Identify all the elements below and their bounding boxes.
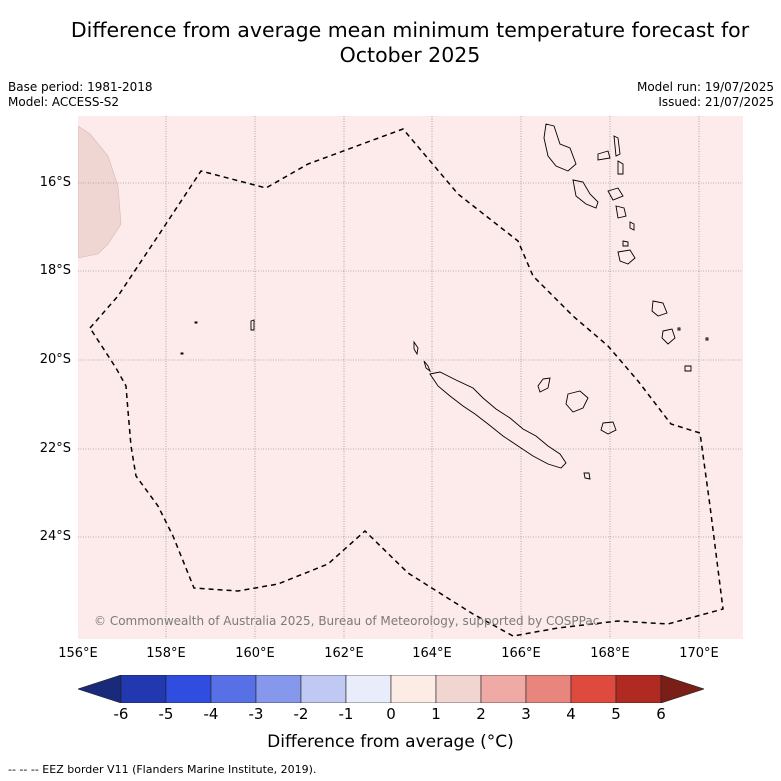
lon-label-156e: 156°E bbox=[58, 646, 98, 661]
colorbar-tick: -1 bbox=[338, 705, 354, 723]
loyalty-island-ouvea bbox=[537, 377, 551, 393]
title-line-2: October 2025 bbox=[339, 43, 481, 67]
loyalty-island-mare bbox=[600, 421, 617, 435]
vanuatu-island bbox=[629, 221, 635, 231]
copyright-credit: © Commonwealth of Australia 2025, Bureau… bbox=[94, 614, 600, 628]
colorbar-tick: 3 bbox=[521, 705, 531, 723]
colorbar-segment bbox=[480, 675, 527, 703]
graticule bbox=[78, 116, 743, 639]
colorbar-tick: 1 bbox=[431, 705, 441, 723]
islet bbox=[194, 321, 198, 324]
islet bbox=[651, 300, 668, 317]
colorbar-segment bbox=[525, 675, 572, 703]
eez-footnote: -- -- -- EEZ border V11 (Flanders Marine… bbox=[8, 763, 317, 776]
islet bbox=[413, 340, 419, 356]
colorbar-segment bbox=[390, 675, 437, 703]
lat-label-20s: 20°S bbox=[39, 352, 71, 367]
islet bbox=[705, 337, 709, 341]
model-name: Model: ACCESS-S2 bbox=[8, 95, 120, 109]
colorbar-tick: 0 bbox=[386, 705, 396, 723]
colorbar-tick: -2 bbox=[293, 705, 309, 723]
map-svg bbox=[78, 116, 743, 639]
islet bbox=[583, 472, 591, 480]
colorbar-segment bbox=[120, 675, 167, 703]
colorbar-label: Difference from average (°C) bbox=[267, 732, 514, 752]
lon-label-170e: 170°E bbox=[679, 646, 719, 661]
lon-label-162e: 162°E bbox=[324, 646, 364, 661]
lon-label-164e: 164°E bbox=[412, 646, 452, 661]
issued-date: Issued: 21/07/2025 bbox=[658, 95, 774, 109]
vanuatu-island bbox=[613, 135, 621, 157]
islet bbox=[180, 352, 184, 355]
colorbar-extend-low bbox=[78, 675, 122, 703]
colorbar-tick: 2 bbox=[476, 705, 486, 723]
islet bbox=[661, 328, 676, 345]
colorbar bbox=[78, 675, 704, 703]
colorbar-tick: -3 bbox=[248, 705, 264, 723]
lat-label-16s: 16°S bbox=[39, 175, 71, 190]
colorbar-segment bbox=[435, 675, 482, 703]
vanuatu-island bbox=[597, 150, 611, 161]
meta-left: Base period: 1981-2018 Model: ACCESS-S2 bbox=[8, 80, 153, 110]
colorbar-extend-high bbox=[660, 675, 704, 703]
lon-label-160e: 160°E bbox=[235, 646, 275, 661]
colorbar-segment bbox=[255, 675, 302, 703]
colorbar-tick: -4 bbox=[203, 705, 219, 723]
colorbar-segment bbox=[345, 675, 392, 703]
lat-label-24s: 24°S bbox=[39, 529, 71, 544]
colorbar-segment bbox=[615, 675, 662, 703]
vanuatu-tanna bbox=[622, 240, 629, 247]
lon-label-168e: 168°E bbox=[590, 646, 630, 661]
vanuatu-erromango bbox=[617, 249, 636, 265]
colorbar-tick: 5 bbox=[611, 705, 621, 723]
title-line-1: Difference from average mean minimum tem… bbox=[70, 18, 750, 42]
islet bbox=[684, 365, 692, 372]
colorbar-segment bbox=[570, 675, 617, 703]
colorbar-segment bbox=[165, 675, 212, 703]
anomaly-patch bbox=[78, 125, 122, 259]
lon-label-166e: 166°E bbox=[501, 646, 541, 661]
colorbar-tick: 4 bbox=[566, 705, 576, 723]
lat-label-22s: 22°S bbox=[39, 441, 71, 456]
colorbar-tick: -6 bbox=[113, 705, 129, 723]
chart-title: Difference from average mean minimum tem… bbox=[40, 18, 780, 68]
lon-label-158e: 158°E bbox=[146, 646, 186, 661]
islet bbox=[677, 327, 681, 331]
colorbar-segment bbox=[300, 675, 347, 703]
vanuatu-island bbox=[617, 160, 624, 175]
eez-border bbox=[89, 128, 724, 637]
vanuatu-espiritu-santo bbox=[543, 123, 577, 172]
colorbar-segment bbox=[210, 675, 257, 703]
model-run: Model run: 19/07/2025 bbox=[636, 80, 774, 94]
islet bbox=[250, 319, 255, 331]
vanuatu-efate bbox=[615, 205, 627, 219]
meta-right: Model run: 19/07/2025 Issued: 21/07/2025 bbox=[637, 80, 774, 110]
new-caledonia-island bbox=[429, 371, 567, 469]
colorbar-tick: -5 bbox=[158, 705, 174, 723]
vanuatu-island bbox=[607, 187, 624, 201]
vanuatu-malekula bbox=[572, 179, 599, 209]
loyalty-island-lifou bbox=[565, 390, 589, 413]
islet bbox=[423, 360, 432, 373]
colorbar-tick: 6 bbox=[656, 705, 666, 723]
base-period: Base period: 1981-2018 bbox=[8, 80, 153, 94]
lat-label-18s: 18°S bbox=[39, 263, 71, 278]
map-panel: © Commonwealth of Australia 2025, Bureau… bbox=[78, 116, 743, 639]
